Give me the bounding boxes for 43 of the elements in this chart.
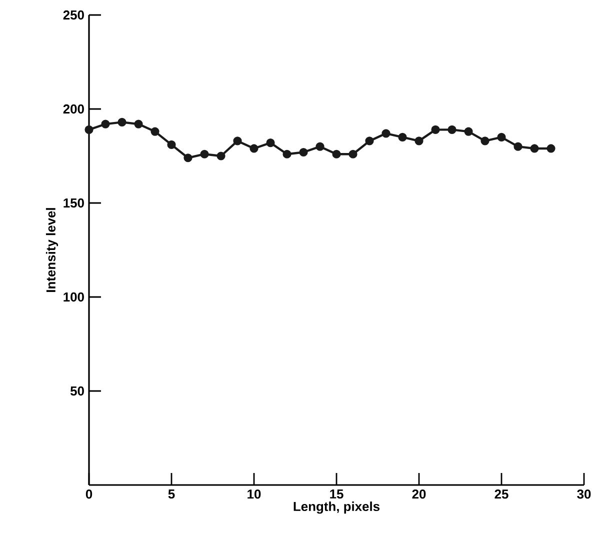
y-tick-label: 200 (63, 104, 84, 114)
point (299, 148, 308, 157)
point (118, 118, 126, 126)
y-axis-title: Intensity level (46, 208, 58, 292)
x-tick-label: 10 (248, 490, 261, 499)
point (546, 144, 556, 153)
point (398, 132, 407, 142)
x-tick-label: 25 (494, 490, 508, 499)
x-tick-label: 30 (577, 490, 591, 499)
point (530, 144, 539, 153)
point (250, 144, 258, 153)
point (200, 150, 209, 158)
point (216, 152, 226, 160)
point (448, 125, 456, 134)
x-tick-label: 0 (86, 490, 92, 499)
x-axis-title: Length, pixels (294, 502, 380, 514)
point (167, 140, 176, 150)
point (282, 150, 292, 158)
point (464, 127, 473, 136)
point (266, 138, 275, 148)
point (431, 125, 440, 134)
point (514, 142, 522, 151)
point (316, 142, 324, 151)
point (414, 136, 424, 146)
point (101, 120, 110, 128)
y-tick-label: 150 (64, 198, 84, 208)
y-tick-label: 250 (63, 10, 84, 20)
x-tick-label: 5 (168, 490, 175, 499)
point (84, 125, 94, 134)
point (332, 150, 341, 158)
point (134, 120, 143, 128)
point (184, 154, 192, 162)
point (497, 132, 506, 142)
point (233, 136, 242, 146)
y-tick-label: 100 (64, 292, 84, 302)
x-tick-label: 15 (330, 490, 344, 499)
point (348, 150, 358, 158)
point (480, 136, 490, 146)
point (365, 136, 374, 146)
point (150, 127, 160, 136)
x-tick-label: 20 (412, 490, 426, 499)
point (382, 129, 390, 138)
y-tick-label: 50 (70, 386, 84, 396)
